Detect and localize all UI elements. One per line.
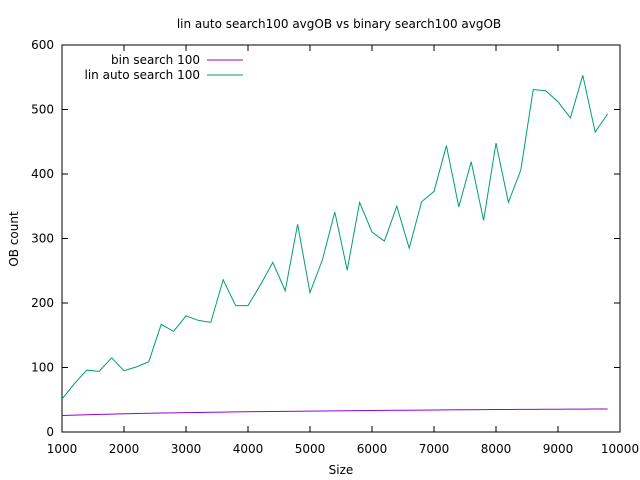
series-lines [61,75,609,417]
axis-ticks: 1000 2000 3000 4000 5000 6000 7000 8000 9000 1000… [31,38,639,456]
plot-frame [61,44,621,433]
x-tick-label: 5000 [295,442,326,456]
x-tick-label: 1000 [47,442,78,456]
x-axis-label: Size [329,463,354,477]
y-axis-label: OB count [7,211,21,267]
y-tick-label: 100 [31,361,54,375]
y-tick-label: 300 [31,232,54,246]
legend-label: lin auto search 100 [85,68,201,82]
y-tick-label: 500 [31,103,54,117]
x-tick-label: 4000 [233,442,264,456]
y-tick-label: 400 [31,167,54,181]
y-tick-label: 200 [31,296,54,310]
y-tick-label: 0 [46,425,54,439]
chart-title: lin auto search100 avgOB vs binary searc… [177,17,501,31]
x-tick-label: 2000 [109,442,140,456]
series-line [61,408,608,417]
x-tick-label: 8000 [481,442,512,456]
series-1 [61,75,609,400]
legend-label: bin search 100 [111,53,200,67]
series-0 [61,408,608,417]
x-tick-label: 10000 [601,442,639,456]
plot-axes [61,44,621,433]
series-line [61,75,609,400]
x-tick-label: 7000 [419,442,450,456]
x-tick-label: 3000 [171,442,202,456]
x-tick-label: 6000 [357,442,388,456]
x-tick-label: 9000 [543,442,574,456]
y-tick-label: 600 [31,38,54,52]
